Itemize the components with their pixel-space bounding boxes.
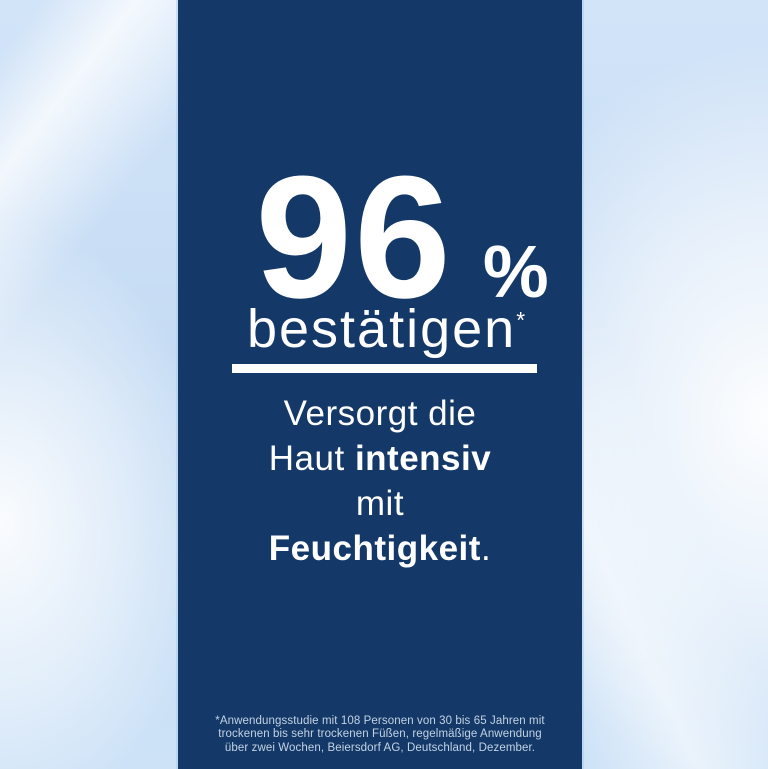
statistic-verb-text: bestätigen bbox=[246, 299, 517, 359]
claim-line-3: mit bbox=[269, 481, 491, 526]
footnote-line-3: über zwei Wochen, Beiersdorf AG, Deutsch… bbox=[224, 741, 536, 754]
claim-segment: . bbox=[480, 529, 492, 568]
footnote-marker: * bbox=[516, 307, 526, 333]
claim-segment: Versorgt die bbox=[283, 394, 477, 433]
claim-line-4: Feuchtigkeit. bbox=[269, 526, 491, 571]
ad-panel: 96 % bestätigen* Versorgt die Haut inten… bbox=[178, 0, 582, 769]
statistic-verb: bestätigen* bbox=[247, 302, 525, 356]
footnote-line-1: *Anwendungsstudie mit 108 Personen von 3… bbox=[215, 714, 545, 727]
percent-sign: % bbox=[482, 230, 549, 313]
claim-segment: Haut bbox=[268, 439, 355, 478]
claim-segment-bold: Feuchtigkeit bbox=[268, 529, 481, 568]
footnote-line-2: trockenen bis sehr trockenen Füßen, rege… bbox=[218, 728, 542, 740]
claim-segment: mit bbox=[355, 484, 405, 523]
divider-bar bbox=[231, 364, 537, 373]
claim-line-1: Versorgt die bbox=[269, 391, 491, 436]
statistic-headline: 96 % bbox=[255, 150, 548, 324]
claim-segment-bold: intensiv bbox=[354, 439, 492, 478]
claim-line-2: Haut intensiv bbox=[269, 436, 491, 481]
footnote-text: *Anwendungsstudie mit 108 Personen von 3… bbox=[178, 715, 582, 756]
claim-text: Versorgt die Haut intensiv mit Feuchtigk… bbox=[269, 391, 491, 571]
statistic-value: 96 bbox=[255, 139, 453, 334]
